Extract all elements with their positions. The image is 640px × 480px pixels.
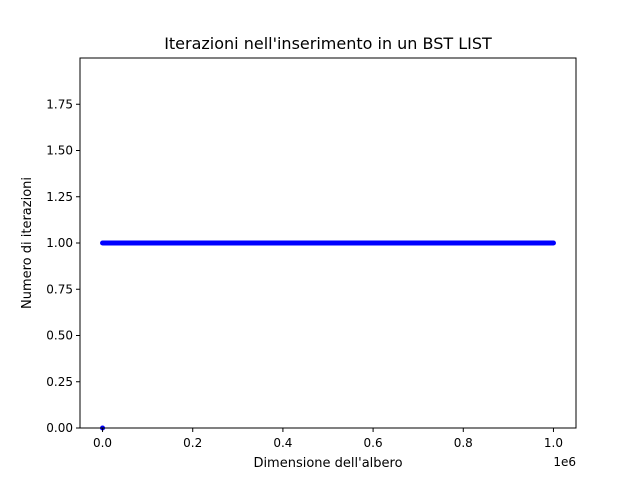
data-marks: [100, 240, 556, 431]
data-point: [280, 240, 286, 246]
y-tick-label: 0.75: [46, 282, 73, 296]
data-point: [325, 240, 331, 246]
x-tick-label: 0.8: [454, 436, 473, 450]
data-point: [415, 240, 421, 246]
data-point: [550, 240, 556, 246]
y-tick-label: 0.00: [46, 421, 73, 435]
y-tick-label: 1.25: [46, 190, 73, 204]
y-axis-label: Numero di iterazioni: [20, 177, 35, 309]
y-axis-ticks: 0.00 0.25 0.50 0.75 1.00 1.25 1.50 1.75: [46, 97, 80, 435]
data-point: [505, 240, 511, 246]
x-axis-ticks: 0.0 0.2 0.4 0.6 0.8 1.0: [93, 428, 563, 450]
y-tick-label: 1.00: [46, 236, 73, 250]
chart-title: Iterazioni nell'inserimento in un BST LI…: [164, 34, 492, 53]
x-tick-label: 0.0: [93, 436, 112, 450]
y-tick-label: 1.75: [46, 97, 73, 111]
data-point: [100, 240, 106, 246]
x-tick-label: 0.2: [183, 436, 202, 450]
x-tick-label: 1.0: [544, 436, 563, 450]
x-axis-label: Dimensione dell'albero: [253, 456, 402, 471]
x-tick-label: 0.4: [273, 436, 292, 450]
y-tick-label: 1.50: [46, 144, 73, 158]
y-tick-label: 0.50: [46, 329, 73, 343]
x-axis-scale-label: 1e6: [553, 455, 576, 469]
data-point: [235, 240, 241, 246]
data-point: [460, 240, 466, 246]
y-tick-label: 0.25: [46, 375, 73, 389]
data-point: [145, 240, 151, 246]
data-point: [190, 240, 196, 246]
x-tick-label: 0.6: [364, 436, 383, 450]
data-point: [370, 240, 376, 246]
